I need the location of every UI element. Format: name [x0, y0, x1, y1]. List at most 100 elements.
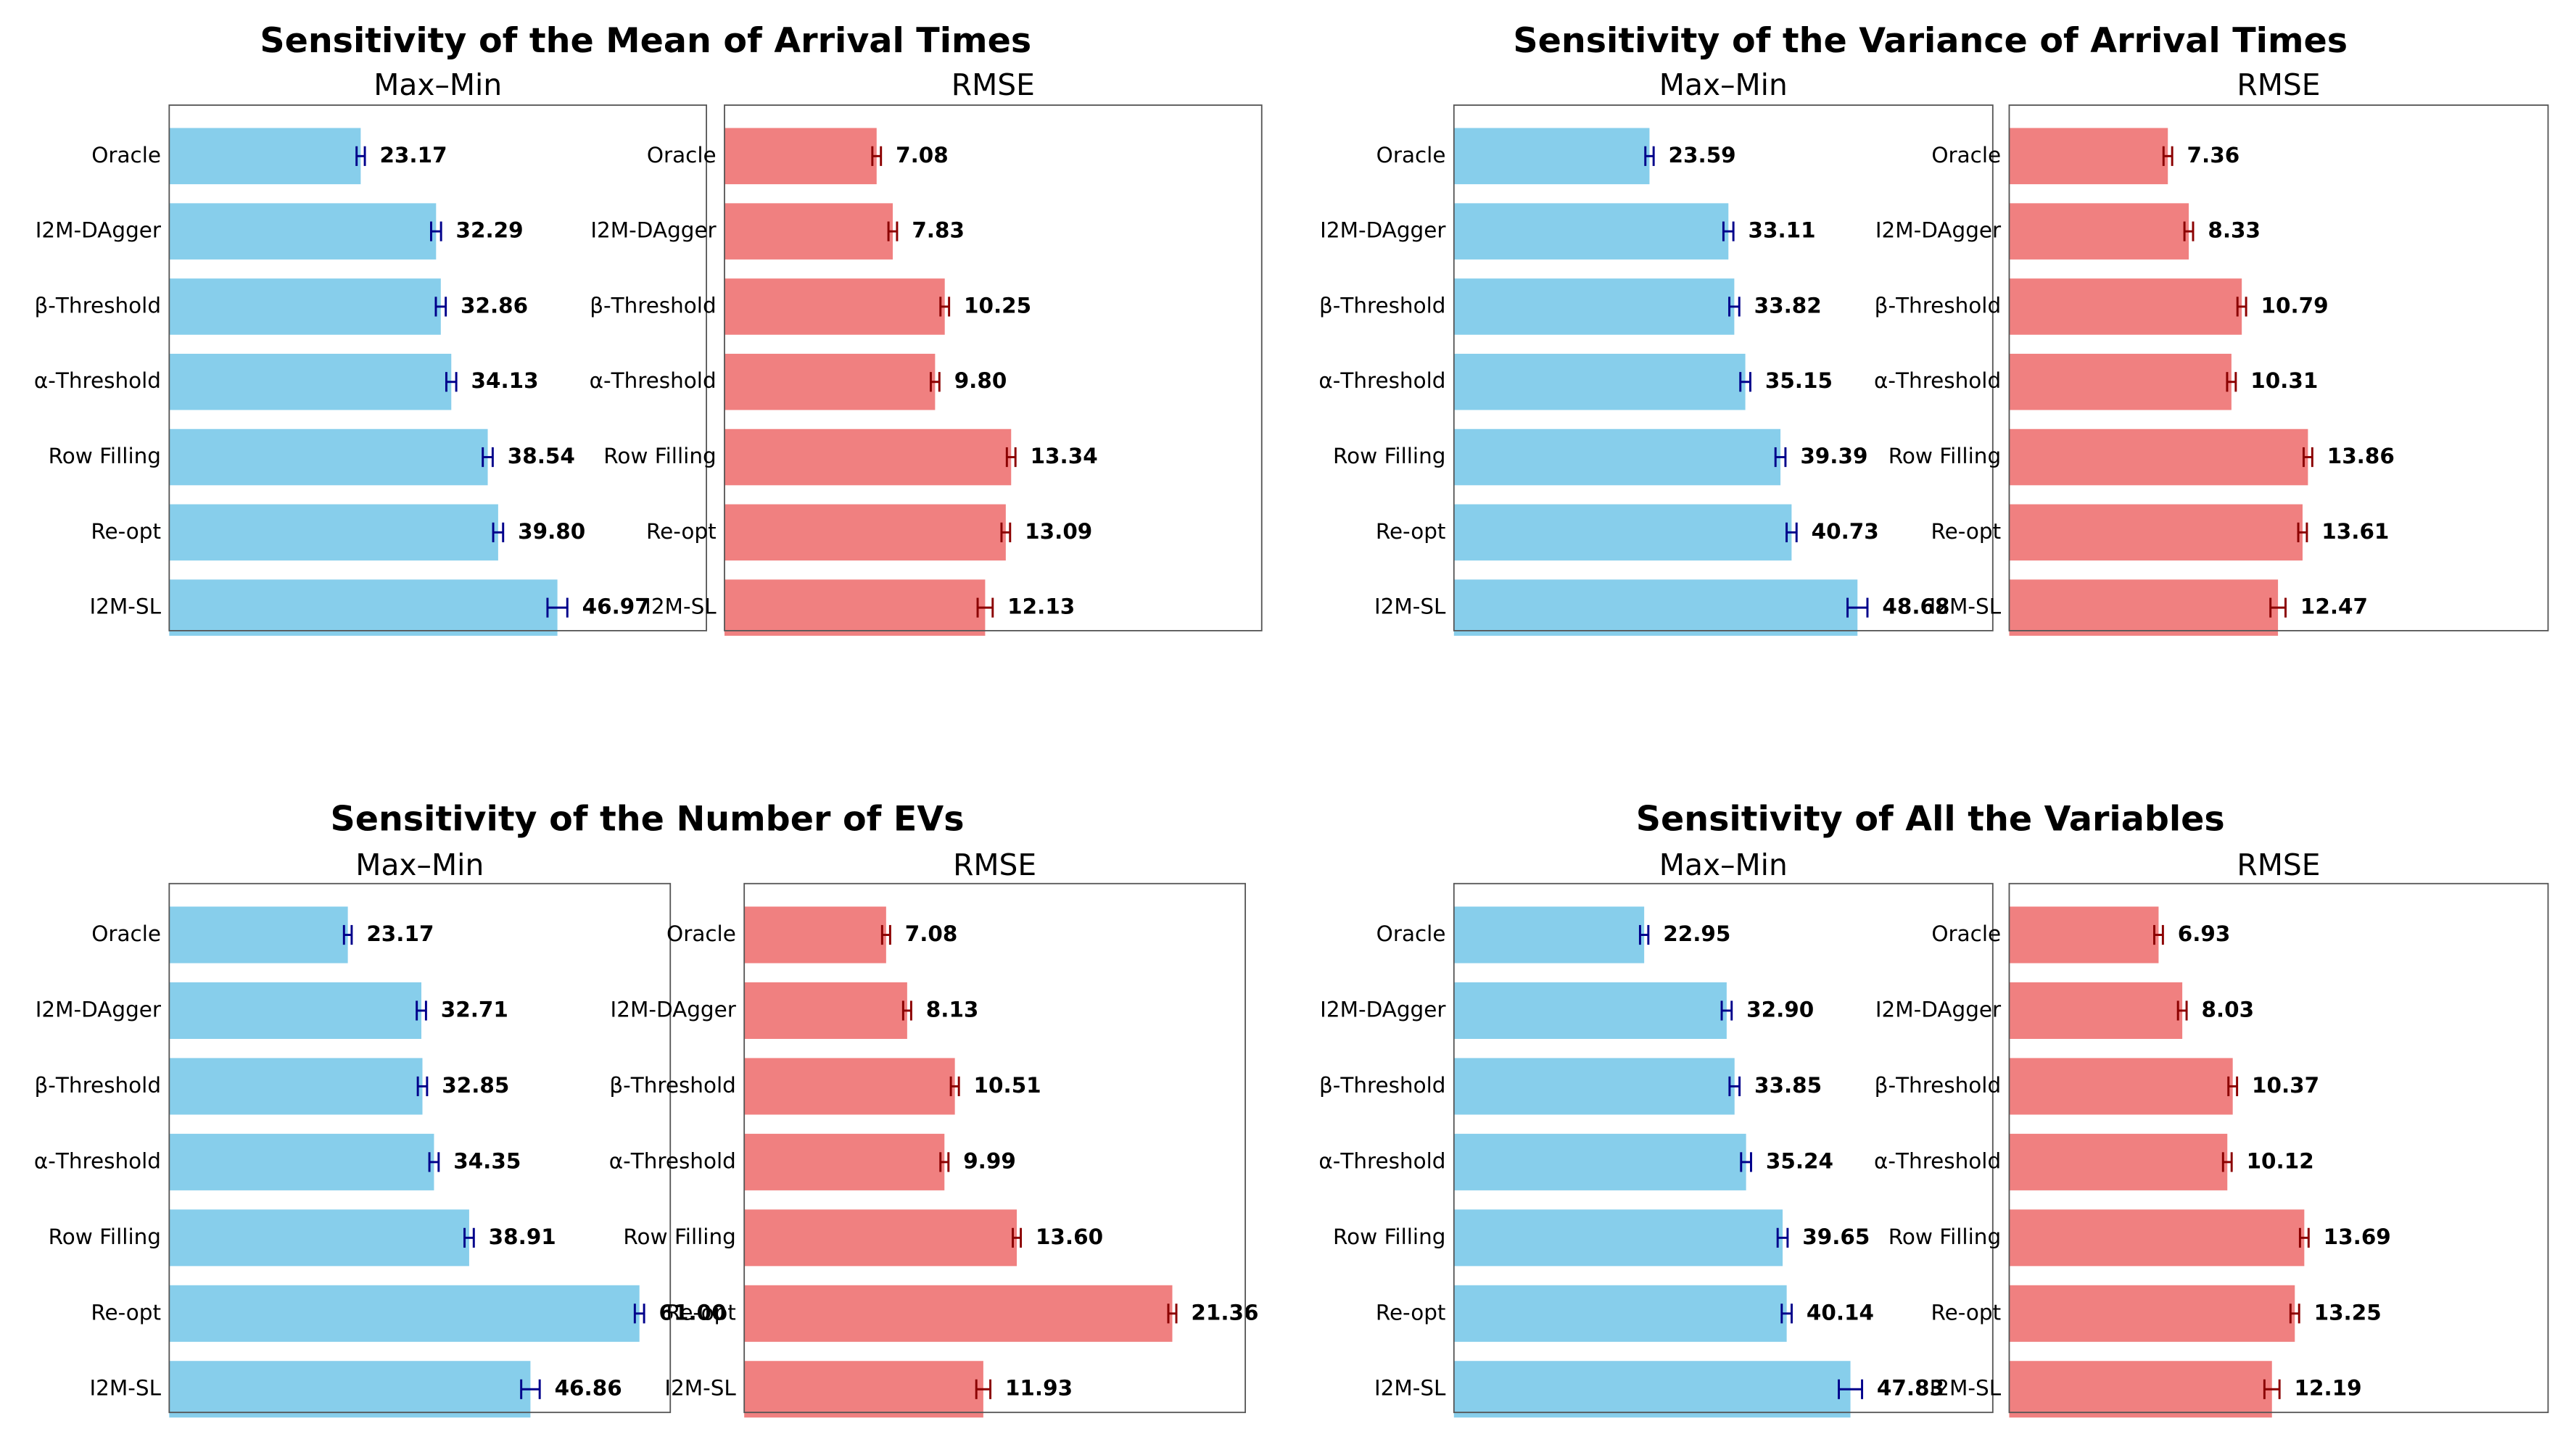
value-label: 21.36	[1191, 1300, 1258, 1325]
value-label: 8.33	[2208, 218, 2261, 243]
error-bar	[1722, 221, 1735, 241]
value-label: 32.86	[461, 293, 528, 318]
bar	[2009, 1209, 2305, 1267]
category-label: α-Threshold	[34, 368, 161, 393]
category-label: α-Threshold	[590, 368, 717, 393]
category-label: Oracle	[1931, 143, 2001, 167]
value-label: 35.24	[1766, 1148, 1833, 1173]
error-bar	[929, 372, 941, 392]
bar	[2009, 906, 2159, 964]
bar	[1453, 1285, 1787, 1342]
bar	[169, 906, 348, 964]
category-label: I2M-SL	[645, 594, 717, 619]
error-bar	[1786, 522, 1798, 542]
error-bar	[1012, 1227, 1023, 1248]
value-label: 13.69	[2324, 1225, 2391, 1249]
bar	[2009, 1361, 2272, 1418]
category-label: I2M-SL	[1374, 1376, 1446, 1401]
error-bar	[939, 1152, 950, 1172]
bar	[1453, 1133, 1746, 1190]
category-label: Re-opt	[1931, 519, 2001, 544]
value-label: 46.97	[582, 594, 650, 619]
value-label: 13.61	[2321, 519, 2389, 544]
category-label: I2M-DAgger	[590, 218, 717, 243]
bar	[169, 1209, 469, 1267]
error-bar	[434, 297, 447, 317]
subplot-title: Max–Min	[1659, 67, 1788, 102]
bar	[169, 203, 437, 260]
bar	[1453, 203, 1729, 260]
category-label: Re-opt	[91, 1300, 161, 1325]
error-bar	[1838, 1379, 1864, 1399]
value-label: 38.91	[489, 1225, 556, 1249]
subplot-title: RMSE	[951, 67, 1035, 102]
bar	[1453, 128, 1650, 185]
value-label: 12.19	[2295, 1376, 2362, 1401]
value-label: 34.35	[453, 1148, 521, 1173]
axes-frame	[1453, 882, 1994, 1414]
value-label: 10.79	[2261, 293, 2328, 318]
bar	[2009, 128, 2168, 185]
bar	[2009, 1058, 2233, 1115]
error-bar	[1005, 447, 1017, 468]
bar	[169, 428, 488, 486]
value-label: 6.93	[2178, 921, 2231, 946]
bar	[744, 1133, 945, 1190]
error-bar	[1728, 297, 1741, 317]
bar	[2009, 428, 2308, 486]
error-bar	[1739, 372, 1751, 392]
value-label: 39.80	[518, 519, 585, 544]
category-label: α-Threshold	[34, 1148, 161, 1173]
value-label: 33.85	[1754, 1073, 1822, 1098]
error-bar	[2297, 522, 2308, 542]
value-label: 40.14	[1807, 1300, 1874, 1325]
error-bar	[901, 1000, 912, 1021]
category-label: I2M-SL	[1930, 1376, 2002, 1401]
value-label: 23.59	[1669, 143, 1736, 167]
category-label: Oracle	[1931, 921, 2001, 946]
subplot-title: Max–Min	[373, 67, 502, 102]
error-bar	[1644, 146, 1655, 166]
panel-title: Sensitivity of the Variance of Arrival T…	[1513, 21, 2348, 61]
bar	[169, 278, 441, 335]
bar	[1453, 353, 1746, 410]
bar	[1453, 1058, 1735, 1115]
value-label: 8.03	[2201, 997, 2254, 1022]
value-label: 12.13	[1007, 594, 1075, 619]
category-label: β-Threshold	[35, 293, 161, 318]
category-label: Oracle	[1376, 921, 1446, 946]
bar	[744, 1285, 1173, 1342]
category-label: β-Threshold	[1319, 293, 1445, 318]
bar	[2009, 1285, 2295, 1342]
error-bar	[482, 447, 494, 468]
error-bar	[1000, 522, 1012, 542]
bar	[2009, 1133, 2228, 1190]
bar	[744, 906, 886, 964]
category-label: β-Threshold	[1875, 1073, 2001, 1098]
value-label: 13.09	[1025, 519, 1092, 544]
panel-title: Sensitivity of the Number of EVs	[330, 800, 964, 840]
category-label: I2M-SL	[89, 1376, 161, 1401]
axes-frame	[724, 104, 1263, 631]
error-bar	[2298, 1227, 2310, 1248]
value-label: 9.80	[954, 368, 1007, 393]
axes-frame	[743, 882, 1247, 1414]
bar	[169, 128, 361, 185]
value-label: 32.90	[1746, 997, 1814, 1022]
bar	[744, 982, 907, 1039]
value-label: 35.15	[1765, 368, 1833, 393]
bar	[2009, 504, 2303, 561]
category-label: β-Threshold	[35, 1073, 161, 1098]
error-bar	[871, 146, 883, 166]
bar	[744, 1209, 1017, 1267]
category-label: Re-opt	[666, 1300, 736, 1325]
bar	[1453, 504, 1792, 561]
axes-frame	[1453, 104, 1994, 631]
value-label: 10.31	[2250, 368, 2318, 393]
value-label: 32.85	[442, 1073, 509, 1098]
error-bar	[2269, 597, 2287, 618]
value-label: 8.13	[926, 997, 979, 1022]
error-bar	[1776, 1227, 1789, 1248]
bar	[169, 504, 498, 561]
